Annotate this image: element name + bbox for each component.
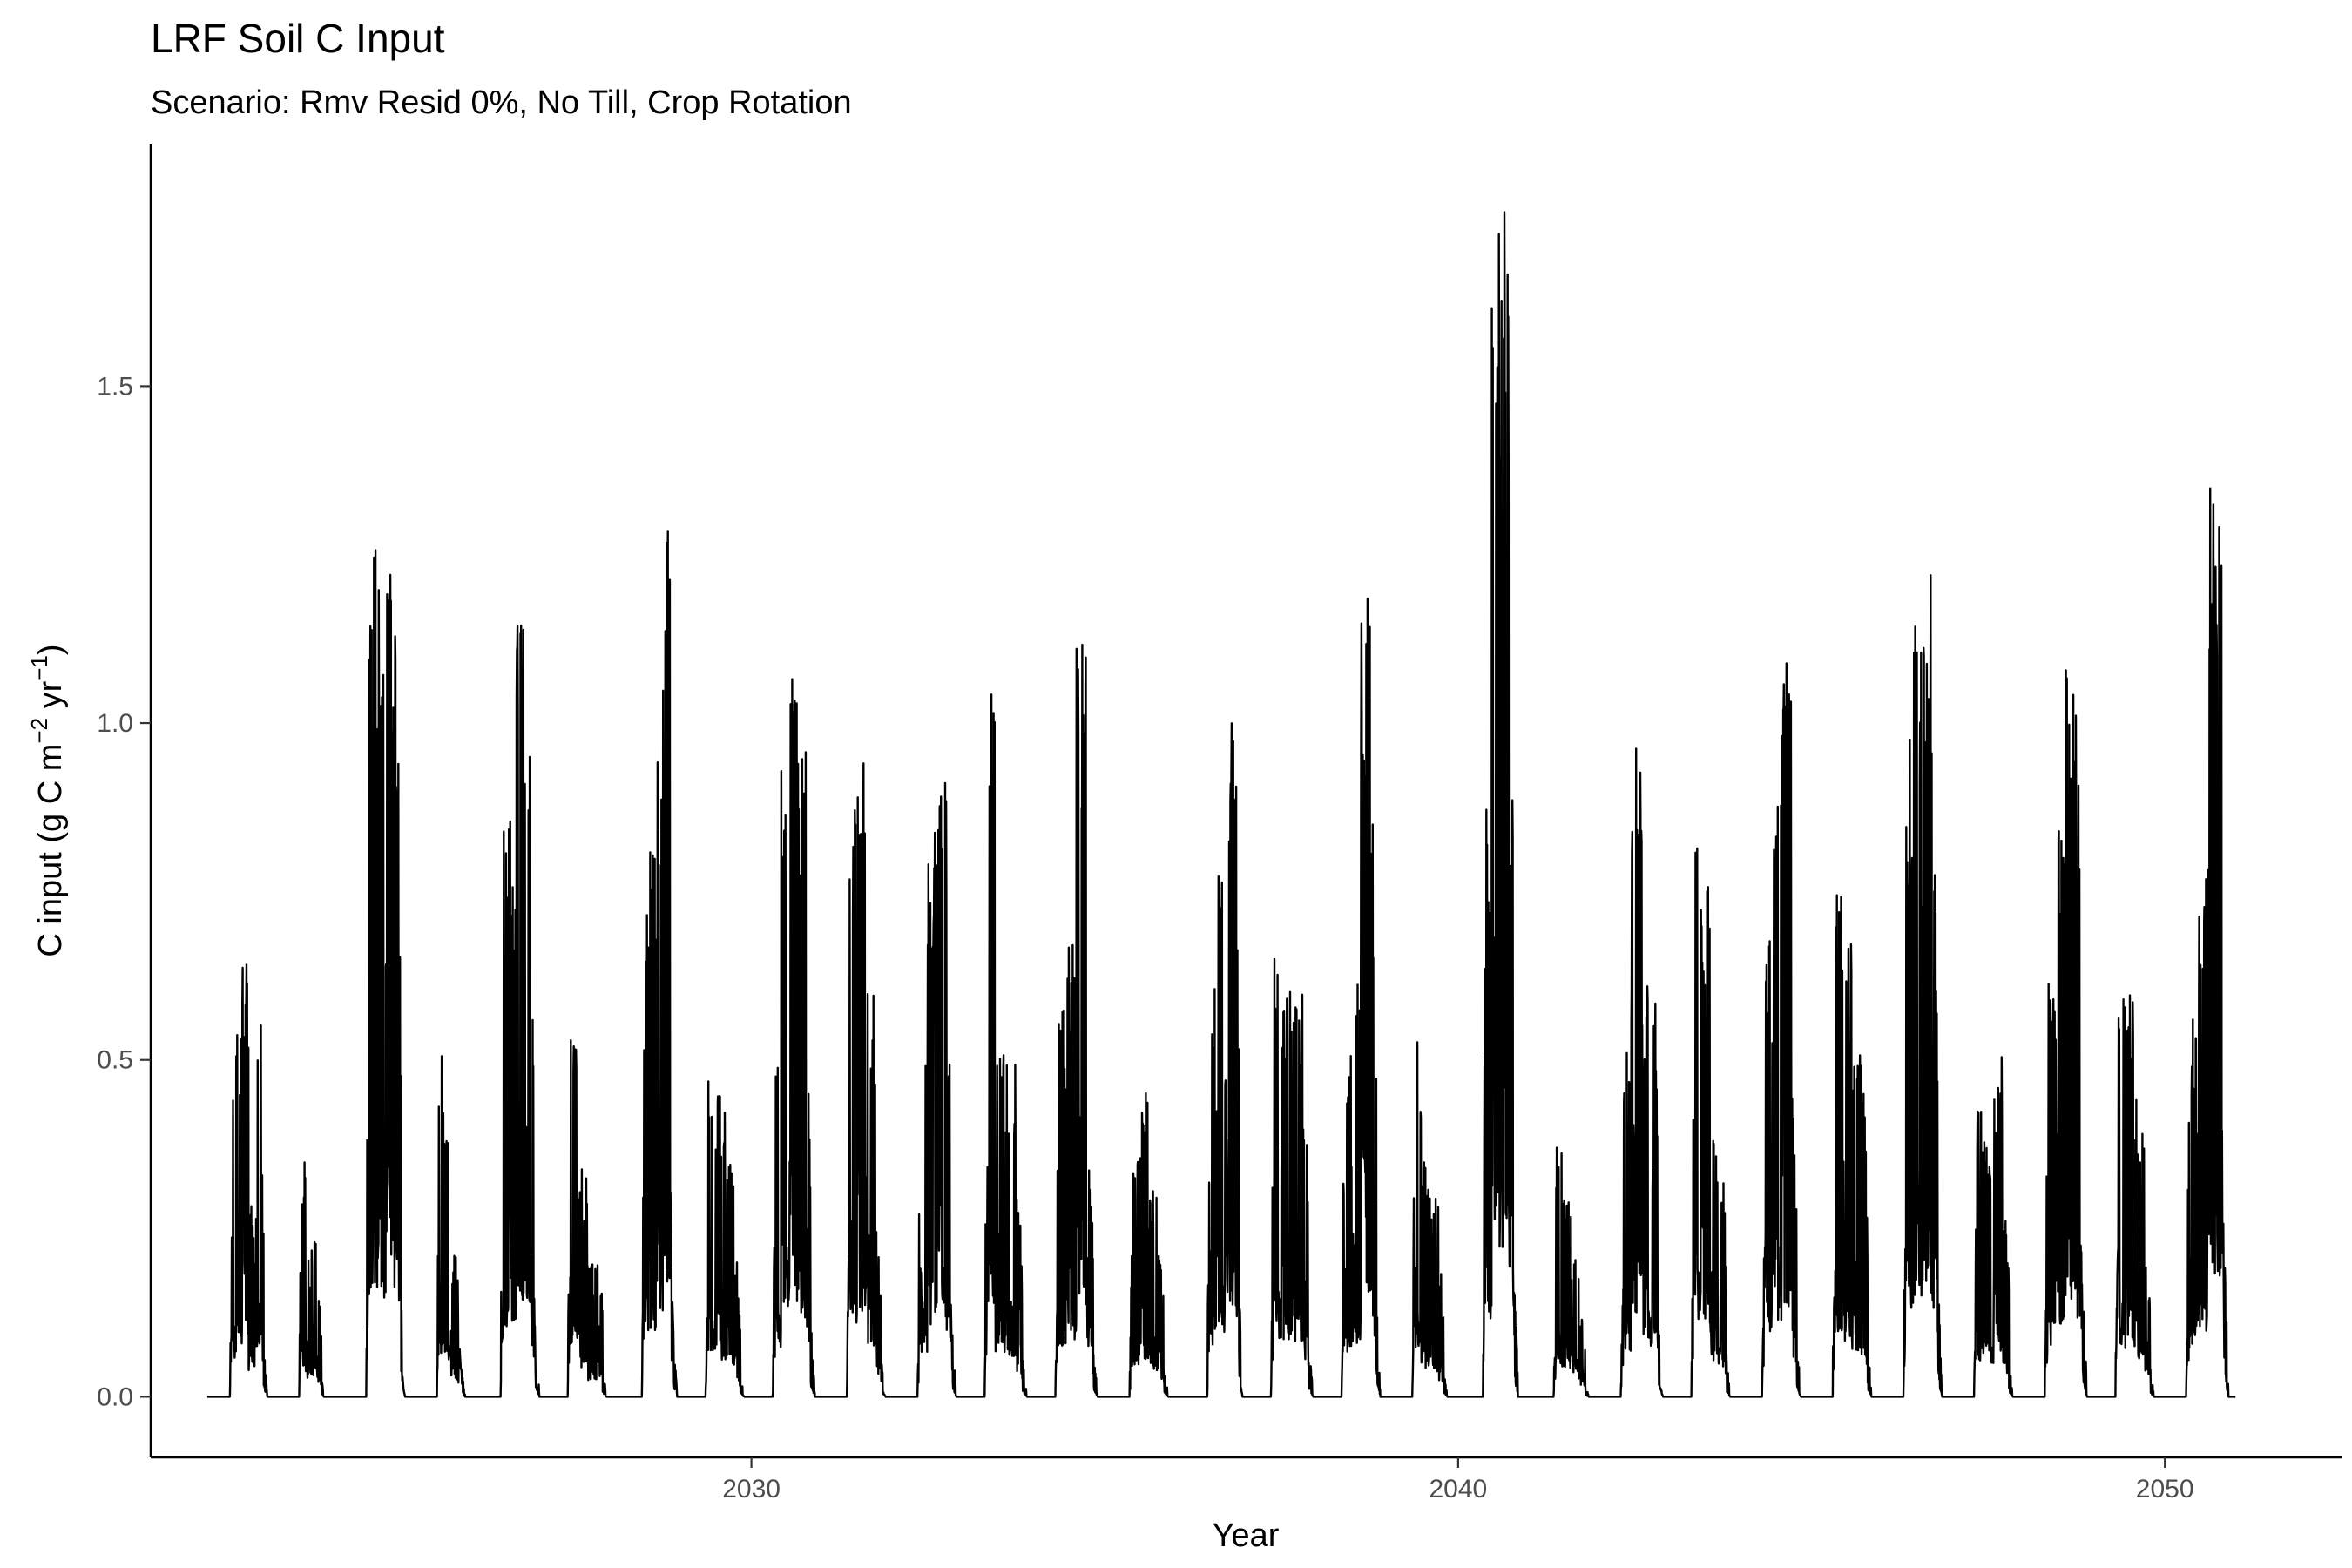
y-axis-label-suffix: ) — [32, 644, 69, 655]
chart-title: LRF Soil C Input — [151, 16, 445, 61]
y-axis-label-sup1: −2 — [26, 718, 52, 744]
x-axis-label: Year — [1213, 1517, 1280, 1554]
y-axis-label: C input (g C m−2 yr−1) — [26, 644, 69, 956]
y-tick-label: 1.5 — [97, 372, 133, 401]
y-tick-label: 0.5 — [97, 1046, 133, 1075]
chart-subtitle: Scenario: Rmv Resid 0%, No Till, Crop Ro… — [151, 84, 852, 121]
x-tick-label: 2050 — [2136, 1475, 2194, 1504]
y-tick-label: 1.0 — [97, 709, 133, 738]
plot-area — [206, 211, 2236, 1398]
y-axis-label-mid: yr — [32, 680, 69, 718]
x-axis-ticks: 2030 2040 2050 — [722, 1457, 2194, 1504]
y-axis-label-sup2: −1 — [26, 655, 52, 681]
series-line — [206, 211, 2236, 1398]
x-tick-label: 2030 — [722, 1475, 781, 1504]
y-axis-label-prefix: C input (g C m — [32, 744, 69, 957]
y-axis-ticks: 0.0 0.5 1.0 1.5 — [97, 372, 151, 1411]
y-tick-label: 0.0 — [97, 1382, 133, 1411]
x-tick-label: 2040 — [1429, 1475, 1488, 1504]
